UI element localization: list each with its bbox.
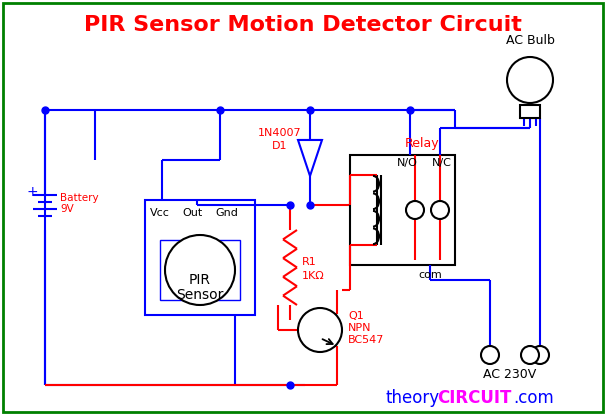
Text: Gnd: Gnd [215, 208, 238, 218]
Text: BC547: BC547 [348, 335, 384, 345]
Circle shape [531, 346, 549, 364]
Circle shape [165, 235, 235, 305]
Circle shape [507, 57, 553, 103]
Circle shape [406, 201, 424, 219]
Text: PIR: PIR [189, 273, 211, 287]
Bar [160, 240, 240, 300]
Bar [520, 105, 540, 118]
Text: Battery: Battery [60, 193, 99, 203]
Text: CIRCUIT: CIRCUIT [437, 389, 511, 407]
Text: D1: D1 [272, 141, 287, 151]
Bar [350, 155, 455, 265]
Text: Q1: Q1 [348, 311, 364, 321]
Circle shape [481, 346, 499, 364]
Text: 9V: 9V [60, 204, 74, 214]
Text: AC 230V: AC 230V [484, 369, 537, 381]
Circle shape [431, 201, 449, 219]
Text: 1KΩ: 1KΩ [302, 271, 325, 281]
Text: com: com [418, 270, 442, 280]
Text: 1N4007: 1N4007 [258, 128, 302, 138]
Text: N/C: N/C [432, 158, 452, 168]
Text: theory: theory [385, 389, 439, 407]
Text: Out: Out [182, 208, 202, 218]
Text: .com: .com [513, 389, 554, 407]
Text: Relay: Relay [405, 137, 439, 149]
Circle shape [298, 308, 342, 352]
Text: R1: R1 [302, 257, 317, 267]
Text: NPN: NPN [348, 323, 371, 333]
Text: PIR Sensor Motion Detector Circuit: PIR Sensor Motion Detector Circuit [84, 15, 522, 35]
Text: N/O: N/O [397, 158, 418, 168]
Bar [145, 200, 255, 315]
Polygon shape [298, 140, 322, 176]
Circle shape [521, 346, 539, 364]
Text: Sensor: Sensor [176, 288, 224, 302]
Text: +: + [26, 185, 38, 199]
Text: AC Bulb: AC Bulb [505, 34, 554, 46]
Text: Vcc: Vcc [150, 208, 170, 218]
